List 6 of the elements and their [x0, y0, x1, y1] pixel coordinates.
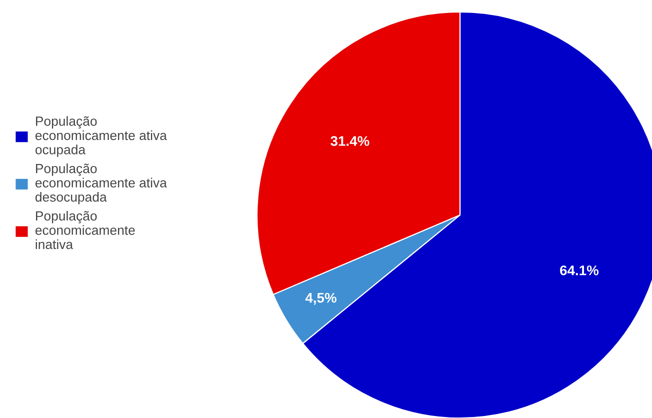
data-label: 31.4% [330, 136, 370, 146]
legend-label: População economicamente ativa ocupada [35, 116, 167, 157]
data-label: 64.1% [560, 265, 599, 276]
legend-label: População economicamente ativa desocupada [35, 164, 167, 204]
legend-label: População economicamente inativa [35, 210, 135, 250]
data-label: 4,5% [305, 292, 336, 305]
